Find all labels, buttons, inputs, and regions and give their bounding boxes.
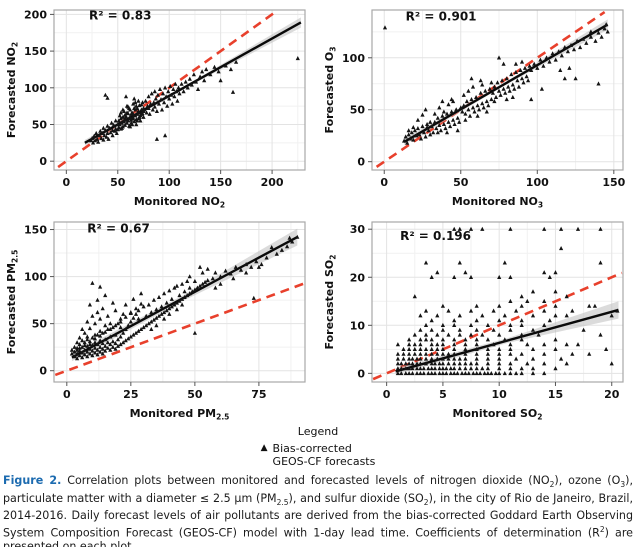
svg-text:75: 75	[251, 388, 266, 401]
svg-text:200: 200	[261, 176, 284, 189]
svg-text:R² = 0.67: R² = 0.67	[87, 221, 150, 235]
svg-text:20: 20	[604, 388, 620, 401]
svg-text:5: 5	[439, 388, 447, 401]
svg-text:10: 10	[350, 319, 366, 332]
chart-legend: Legend ▲ Bias-corrected GEOS-CF forecasts	[0, 425, 636, 469]
svg-text:0: 0	[357, 367, 365, 380]
svg-text:Forecasted O3: Forecasted O3	[323, 47, 338, 134]
scatter-plot-so2: 0 5 10 15 20 0 10 20 30 Monitored SO2 Forecasted S…	[318, 212, 636, 424]
scatter-plot-pm25: 0 25 50 75 0 50 100 150 Monitored PM2.5 Forecaste…	[0, 212, 318, 424]
svg-text:R² = 0.901: R² = 0.901	[406, 9, 477, 23]
svg-text:150: 150	[24, 45, 47, 58]
svg-text:50: 50	[187, 388, 203, 401]
svg-text:0: 0	[63, 176, 71, 189]
svg-text:20: 20	[350, 271, 366, 284]
svg-text:50: 50	[32, 318, 48, 331]
svg-text:25: 25	[123, 388, 138, 401]
svg-text:R² = 0.83: R² = 0.83	[89, 9, 152, 23]
so2-chart-canvas: 0 5 10 15 20 0 10 20 30 Monitored SO2 Forecasted S…	[323, 221, 624, 422]
svg-text:150: 150	[209, 176, 232, 189]
svg-text:Monitored PM2.5: Monitored PM2.5	[130, 407, 230, 422]
svg-text:100: 100	[342, 52, 365, 65]
scatter-plot-no2: 0 50 100 150 200 0 50 100 150 200 Monitored NO2 For…	[0, 0, 318, 212]
svg-text:50: 50	[453, 176, 469, 189]
svg-text:0: 0	[39, 365, 47, 378]
triangle-marker-icon: ▲	[260, 443, 268, 453]
svg-text:200: 200	[24, 8, 47, 21]
legend-title: Legend	[297, 425, 339, 438]
pm25-chart-canvas: 0 25 50 75 0 50 100 150 Monitored PM2.5 Forecaste…	[5, 221, 306, 422]
svg-text:15: 15	[548, 388, 563, 401]
svg-text:150: 150	[24, 224, 47, 237]
svg-text:0: 0	[39, 155, 47, 168]
svg-text:100: 100	[24, 82, 47, 95]
svg-text:Forecasted PM2.5: Forecasted PM2.5	[5, 250, 20, 355]
svg-text:100: 100	[158, 176, 181, 189]
no2-chart-canvas: 0 50 100 150 200 0 50 100 150 200 Monitored NO2 For…	[5, 8, 306, 210]
svg-text:0: 0	[357, 156, 365, 169]
svg-text:Monitored NO2: Monitored NO2	[134, 195, 225, 210]
legend-entry: ▲ Bias-corrected GEOS-CF forecasts	[261, 442, 376, 468]
svg-text:Monitored SO2: Monitored SO2	[452, 407, 542, 422]
scatter-plot-o3: 0 50 100 150 0 50 100 Monitored NO3 Forecasted O…	[318, 0, 636, 212]
legend-entry-label: Bias-corrected GEOS-CF forecasts	[272, 442, 376, 468]
svg-text:R² = 0.196: R² = 0.196	[400, 229, 471, 243]
svg-text:Monitored NO3: Monitored NO3	[452, 195, 543, 210]
svg-text:50: 50	[350, 104, 366, 117]
o3-chart-canvas: 0 50 100 150 0 50 100 Monitored NO3 Forecasted O…	[323, 9, 626, 210]
svg-text:100: 100	[526, 176, 549, 189]
svg-text:0: 0	[63, 388, 71, 401]
svg-text:30: 30	[350, 223, 366, 236]
svg-text:100: 100	[24, 271, 47, 284]
figure-caption: Figure 2. Correlation plots between moni…	[3, 474, 633, 547]
charts-grid: 0 50 100 150 200 0 50 100 150 200 Monitored NO2 For…	[0, 0, 636, 424]
svg-text:10: 10	[492, 388, 508, 401]
svg-text:0: 0	[380, 176, 388, 189]
svg-text:Forecasted SO2: Forecasted SO2	[323, 255, 338, 350]
svg-text:150: 150	[602, 176, 625, 189]
svg-text:50: 50	[32, 118, 48, 131]
svg-text:Forecasted NO2: Forecasted NO2	[5, 42, 20, 138]
svg-text:50: 50	[110, 176, 126, 189]
svg-text:0: 0	[383, 388, 391, 401]
